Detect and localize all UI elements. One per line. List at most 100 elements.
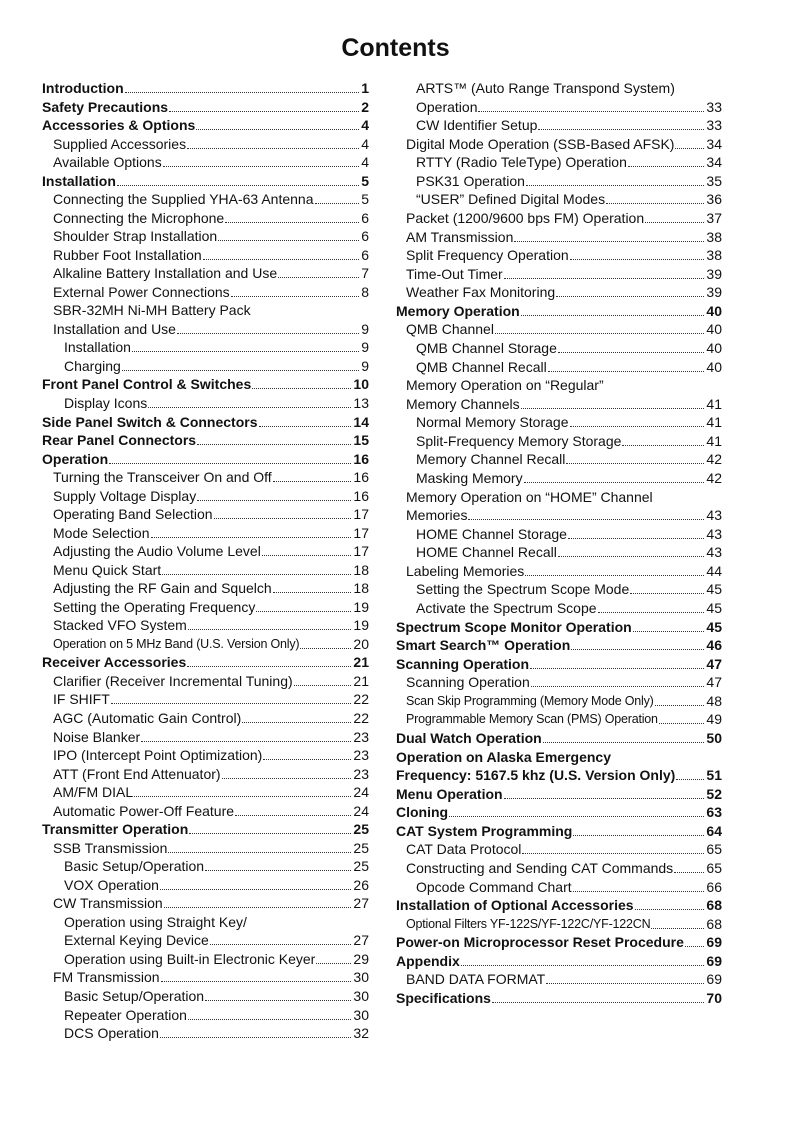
leader-dots — [632, 630, 705, 632]
entry-title: Automatic Power-Off Feature — [53, 802, 235, 819]
leader-dots — [141, 740, 352, 742]
toc-entry: Masking Memory 42 — [396, 469, 722, 487]
leader-dots — [150, 536, 352, 538]
leader-dots — [196, 129, 360, 131]
page-number: 22 — [353, 691, 369, 708]
entry-title: Installation and Use — [53, 320, 176, 337]
toc-entry: Smart Search™ Operation 46 — [396, 636, 722, 654]
leader-dots — [630, 593, 705, 595]
leader-dots — [148, 407, 352, 408]
leader-dots — [187, 629, 352, 631]
leader-dots — [546, 983, 705, 985]
page-number: 6 — [361, 246, 369, 263]
page-number: 33 — [706, 117, 722, 134]
toc-entry: Operation using Built-in Electronic Keye… — [42, 950, 369, 968]
entry-title: Split-Frequency Memory Storage — [416, 432, 622, 449]
entry-title: Masking Memory — [416, 469, 523, 486]
page-number: 65 — [706, 859, 722, 876]
toc-entry: Memory Operation on “HOME” Channel — [396, 488, 722, 506]
toc-entry: CW Identifier Setup 33 — [396, 116, 722, 134]
page-number: 47 — [706, 674, 722, 691]
entry-title: Spectrum Scope Monitor Operation — [396, 618, 632, 635]
entry-title: DCS Operation — [64, 1025, 159, 1042]
leader-dots — [121, 369, 360, 371]
leader-dots — [293, 684, 352, 686]
toc-entry: Cloning 63 — [396, 803, 722, 821]
entry-title: Digital Mode Operation (SSB-Based AFSK) — [406, 135, 675, 152]
leader-dots — [569, 259, 705, 261]
page-number: 17 — [353, 543, 369, 560]
page-number: 16 — [353, 487, 369, 504]
entry-title: Specifications — [396, 989, 491, 1006]
toc-entry: Mode Selection 17 — [42, 524, 369, 542]
page-number: 43 — [706, 525, 722, 542]
leader-dots — [163, 907, 352, 909]
toc-entry: Stacked VFO System 19 — [42, 616, 369, 634]
entry-title: Activate the Spectrum Scope — [416, 599, 597, 616]
page-number: 30 — [353, 987, 369, 1004]
toc-entry: Scanning Operation 47 — [396, 655, 722, 673]
entry-title: Split Frequency Operation — [406, 247, 569, 264]
toc-entry: ARTS™ (Auto Range Transpond System) — [396, 79, 722, 97]
toc-entry: Power-on Microprocessor Reset Procedure 6… — [396, 933, 722, 951]
entry-title: Scanning Operation — [396, 655, 530, 672]
toc-entry: Charging 9 — [42, 357, 369, 375]
leader-dots — [159, 1037, 352, 1039]
toc-entry: Automatic Power-Off Feature 24 — [42, 802, 369, 820]
page-number: 33 — [706, 98, 722, 115]
page-number: 38 — [706, 247, 722, 264]
entry-title: Optional Filters YF-122S/YF-122C/YF-122C… — [406, 916, 651, 931]
leader-dots — [176, 332, 360, 334]
entry-title: External Power Connections — [53, 283, 230, 300]
leader-dots — [606, 203, 705, 205]
entry-title: Rear Panel Connectors — [42, 432, 197, 449]
toc-entry: Constructing and Sending CAT Commands 65 — [396, 859, 722, 877]
leader-dots — [124, 92, 360, 93]
toc-entry: Installation and Use 9 — [42, 320, 369, 338]
entry-title: IF SHIFT — [53, 691, 110, 708]
leader-dots — [520, 407, 705, 409]
page-number: 6 — [361, 209, 369, 226]
toc-entry: Weather Fax Monitoring 39 — [396, 283, 722, 301]
toc-entry: Display Icons 13 — [42, 394, 369, 412]
page-number: 40 — [706, 358, 722, 375]
toc-entry: Operation on Alaska Emergency — [396, 748, 722, 766]
entry-title: Memory Channel Recall — [416, 451, 566, 468]
leader-dots — [168, 851, 352, 853]
leader-dots — [556, 296, 705, 298]
leader-dots — [557, 556, 705, 558]
page-number: 27 — [353, 895, 369, 912]
page-number: 66 — [706, 878, 722, 895]
leader-dots — [197, 499, 352, 501]
entry-title: Memories — [406, 507, 468, 524]
entry-title: CAT System Programming — [396, 822, 573, 839]
leader-dots — [205, 999, 352, 1001]
toc-entry: HOME Channel Storage 43 — [396, 525, 722, 543]
toc-entry: Memory Channel Recall 42 — [396, 450, 722, 468]
entry-title: SBR-32MH Ni-MH Battery Pack — [53, 302, 251, 319]
entry-title: Dual Watch Operation — [396, 729, 542, 746]
entry-title: Side Panel Switch & Connectors — [42, 413, 258, 430]
leader-dots — [316, 962, 352, 964]
toc-entry: Menu Quick Start 18 — [42, 561, 369, 579]
leader-dots — [573, 834, 705, 836]
toc-entry: External Power Connections 8 — [42, 283, 369, 301]
entry-title: Supplied Accessories — [53, 135, 187, 152]
toc-entry: SSB Transmission 25 — [42, 839, 369, 857]
page-number: 41 — [706, 395, 722, 412]
leader-dots — [202, 258, 360, 260]
leader-dots — [197, 444, 352, 446]
page-number: 69 — [706, 971, 722, 988]
leader-dots — [109, 462, 352, 464]
toc-entry: Accessories & Options 4 — [42, 116, 369, 134]
page-number: 50 — [706, 729, 722, 746]
leader-dots — [674, 871, 705, 873]
entry-title: Display Icons — [64, 395, 148, 411]
page-number: 37 — [706, 209, 722, 226]
page-number: 17 — [353, 506, 369, 523]
page-number: 15 — [353, 432, 369, 449]
leader-dots — [523, 481, 705, 483]
entry-title: Stacked VFO System — [53, 617, 187, 634]
toc-entry: Installation 5 — [42, 172, 369, 190]
